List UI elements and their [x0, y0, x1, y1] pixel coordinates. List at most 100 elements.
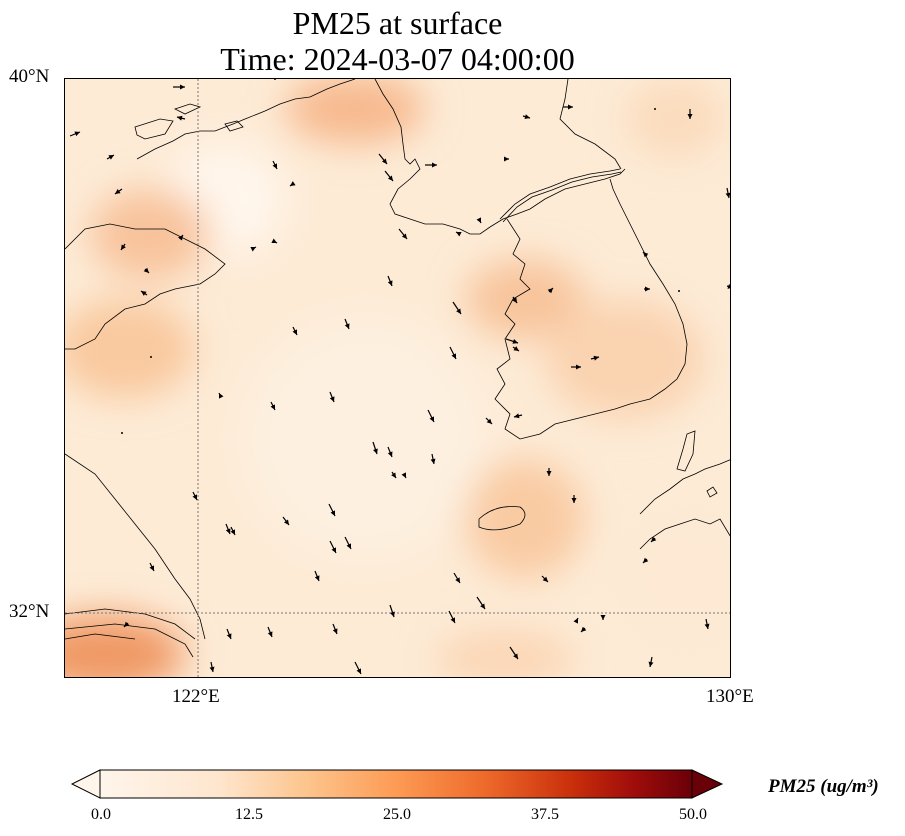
wind-arrow: [425, 162, 437, 168]
wind-arrow: [687, 109, 693, 119]
wind-arrow: [209, 661, 215, 673]
gridlines: [65, 79, 730, 677]
pm25-field-patches: [65, 79, 730, 677]
wind-arrow: [504, 156, 509, 162]
wind-arrow: [178, 234, 184, 241]
wind-arrow: [573, 617, 579, 624]
wind-arrow: [314, 570, 320, 582]
lon-tick-label-130e: 130°E: [706, 686, 754, 707]
coastlines: [65, 79, 730, 658]
wind-arrow: [106, 154, 115, 160]
colorbar: [70, 769, 724, 799]
wind-arrow: [372, 441, 378, 455]
wind-arrow: [505, 338, 519, 344]
wind-arrow: [513, 413, 523, 419]
wind-arrow: [149, 562, 155, 572]
wind-arrow: [600, 615, 606, 620]
wind-arrow: [389, 604, 395, 618]
wind-arrow: [225, 523, 231, 535]
colorbar-extend-low: [70, 769, 101, 799]
wind-arrow: [192, 491, 198, 501]
wind-arrow: [398, 228, 408, 240]
wind-arrow: [123, 621, 130, 628]
colorbar-gradient: [99, 769, 693, 799]
wind-arrow: [387, 446, 393, 458]
wind-arrow: [329, 540, 337, 554]
colorbar-extend-high: [691, 769, 724, 799]
wind-arrow: [218, 392, 224, 399]
wind-arrow: [401, 472, 407, 479]
wind-arrow: [289, 181, 296, 187]
wind-arrow: [354, 661, 362, 675]
colorbar-tick-2: 25.0: [383, 806, 411, 823]
map-subtitle-time: Time: 2024-03-07 04:00:00: [220, 41, 575, 77]
lon-tick-label-122e: 122°E: [172, 686, 220, 707]
wind-arrow: [143, 267, 150, 274]
map-canvas: [65, 79, 730, 677]
wind-arrow: [378, 153, 388, 165]
wind-arrow: [453, 572, 461, 584]
wind-arrow: [485, 417, 493, 425]
wind-arrow: [267, 626, 273, 638]
wind-arrow: [329, 391, 335, 403]
wind-arrow: [332, 623, 338, 635]
wind-arrow: [384, 170, 394, 182]
wind-arrow: [150, 356, 152, 358]
wind-arrow: [726, 284, 730, 289]
wind-arrow: [590, 355, 600, 361]
wind-arrow: [140, 290, 148, 296]
wind-arrow: [509, 646, 519, 660]
wind-arrow: [455, 231, 462, 237]
wind-arrow: [580, 626, 587, 633]
wind-arrow: [430, 453, 436, 465]
wind-arrow: [173, 84, 185, 90]
wind-arrow: [121, 432, 123, 434]
colorbar-tick-4: 50.0: [679, 806, 707, 823]
colorbar-tick-3: 37.5: [531, 806, 559, 823]
wind-vector-field: [69, 79, 730, 675]
colorbar-tick-1: 12.5: [235, 806, 263, 823]
wind-arrow: [512, 346, 520, 352]
wind-arrow: [282, 516, 290, 526]
wind-arrow: [571, 495, 577, 503]
wind-arrow: [427, 409, 435, 423]
map-title: PM25 at surface: [292, 5, 503, 41]
wind-arrow: [546, 468, 552, 476]
wind-arrow: [563, 104, 573, 110]
wind-arrow: [271, 238, 278, 244]
wind-arrow: [114, 188, 123, 195]
wind-arrow: [176, 115, 186, 121]
wind-arrow: [270, 401, 276, 411]
wind-arrow: [449, 346, 457, 360]
wind-arrow: [344, 536, 352, 550]
wind-arrow: [644, 286, 650, 292]
map-panel: [64, 78, 731, 678]
wind-arrow: [678, 290, 680, 292]
wind-arrow: [69, 131, 81, 137]
wind-arrow: [226, 628, 232, 640]
wind-arrow: [272, 160, 278, 170]
wind-arrow: [522, 114, 531, 120]
wind-arrow: [704, 618, 710, 630]
wind-arrow: [230, 526, 236, 536]
lat-tick-label-40n: 40°N: [9, 66, 50, 87]
wind-arrow: [642, 251, 649, 258]
wind-arrow: [571, 364, 581, 370]
wind-arrow: [452, 301, 462, 315]
wind-arrow: [448, 610, 456, 624]
wind-arrow: [476, 596, 486, 610]
wind-arrow: [476, 217, 482, 224]
wind-arrow: [391, 471, 397, 479]
lat-tick-label-32n: 32°N: [9, 601, 50, 622]
wind-arrow: [654, 108, 656, 110]
wind-arrow: [328, 503, 336, 517]
wind-arrow: [292, 326, 298, 336]
wind-arrow: [250, 246, 257, 252]
colorbar-label: PM25 (ug/m³): [768, 776, 879, 797]
wind-arrow: [725, 187, 730, 199]
wind-arrow: [512, 296, 518, 304]
wind-arrow: [274, 79, 276, 80]
wind-arrow: [120, 243, 126, 251]
colorbar-tick-0: 0.0: [91, 806, 111, 823]
wind-arrow: [648, 656, 654, 668]
